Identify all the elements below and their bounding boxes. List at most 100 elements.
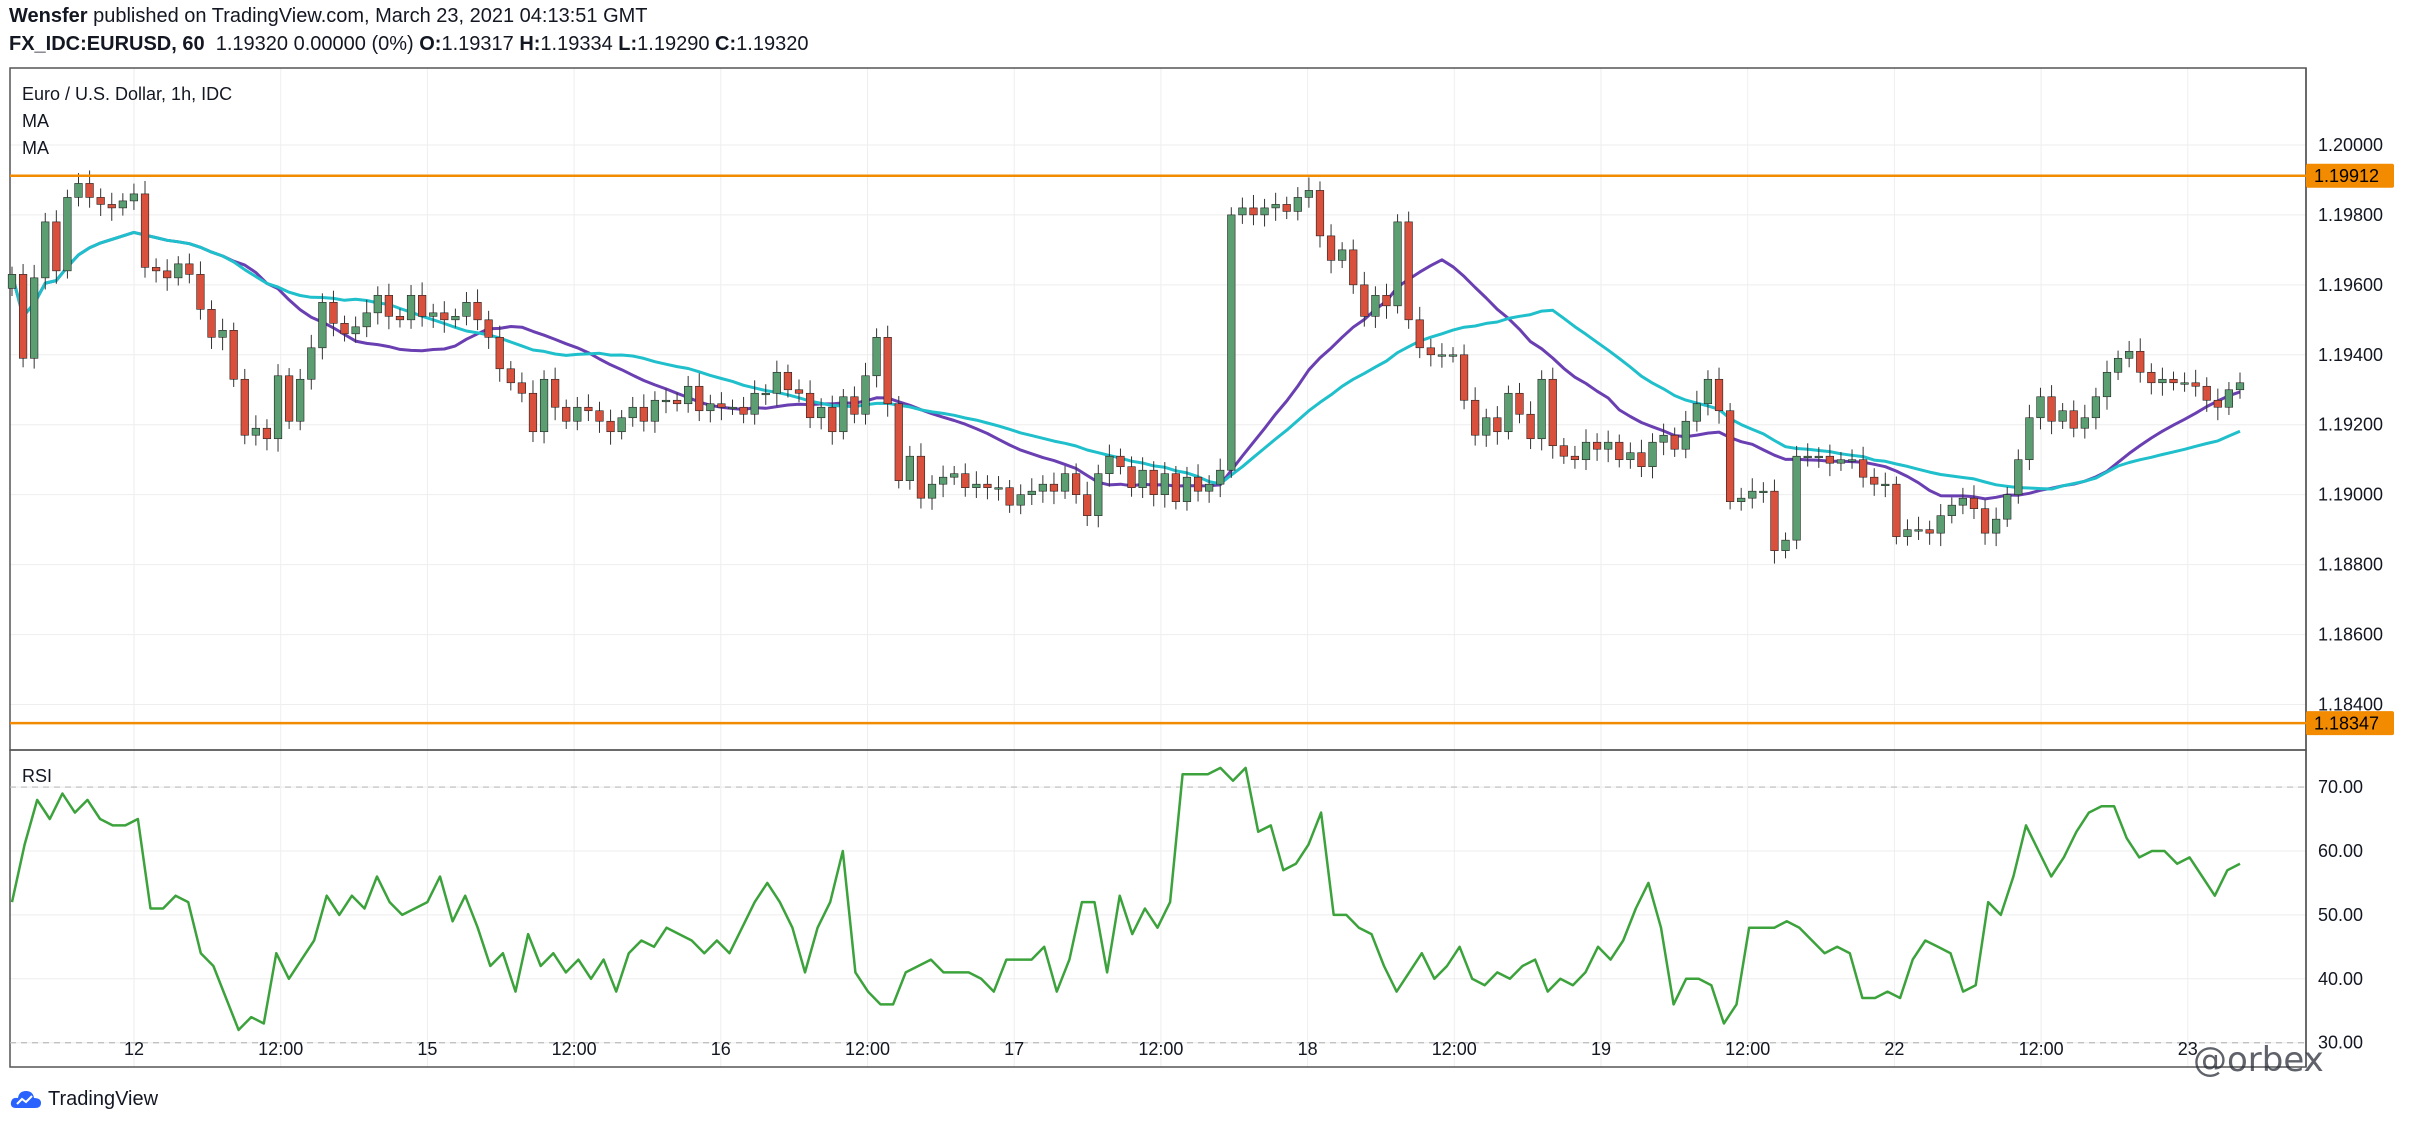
candle-body [1227, 214, 1236, 471]
time-tick-label: 12:00 [1138, 1039, 1183, 1059]
candle [395, 308, 405, 328]
candle-body [939, 476, 948, 485]
candle [229, 322, 238, 387]
price-axis-ticks: 1.20000 1.19800 1.19600 1.19400 1.19200 1.190… [2318, 135, 2383, 715]
candle [1670, 427, 1679, 457]
candle-body [1382, 295, 1391, 307]
candle-body [262, 427, 272, 440]
candle [41, 212, 50, 290]
candle-body [2069, 410, 2078, 429]
candle-body [872, 337, 881, 377]
candle-body [240, 378, 249, 436]
candle-body [1249, 207, 1258, 216]
rsi-tick-label: 40.00 [2318, 969, 2363, 989]
candle-body [118, 200, 127, 209]
candle-body [462, 302, 471, 317]
candle [506, 361, 515, 391]
candle [329, 290, 338, 337]
candle-body [63, 197, 72, 272]
rsi-line-group [10, 766, 2241, 1032]
candle [1969, 485, 1979, 519]
candle [1393, 214, 1402, 314]
candle-body [1094, 473, 1103, 516]
grid-lines [10, 68, 2306, 1067]
rsi-guides [10, 786, 2306, 1044]
candle [52, 210, 61, 284]
candle-body [2058, 410, 2067, 422]
horizontal-levels[interactable]: 1.19912 1.18347 [10, 163, 2394, 736]
candle-body [650, 399, 660, 422]
candle-body [1537, 378, 1546, 440]
candle [939, 465, 948, 498]
candle [30, 264, 39, 369]
candle-body [2047, 396, 2056, 422]
high-label: H: [519, 33, 541, 55]
tradingview-logo[interactable]: TradingView [10, 1086, 158, 1112]
candles [7, 170, 2245, 564]
candle [1349, 239, 1358, 294]
candle [1559, 438, 1568, 464]
candle-body [684, 385, 693, 405]
candle [1548, 367, 1557, 459]
candle-body [340, 323, 349, 335]
candle [107, 192, 116, 221]
candle [1249, 194, 1258, 226]
candle [1060, 466, 1070, 499]
candle-body [1870, 476, 1879, 485]
candle [340, 315, 349, 342]
candle [1205, 475, 1214, 503]
candle [1925, 520, 1934, 545]
candle-body [373, 295, 382, 314]
candle [1914, 516, 1923, 540]
candle [2003, 486, 2012, 527]
candle [628, 396, 637, 427]
candle [1493, 406, 1502, 445]
candle-body [1293, 197, 1302, 212]
candle [307, 334, 316, 390]
candle-body [1016, 494, 1025, 506]
candle-body [1526, 413, 1535, 440]
candle [151, 258, 161, 283]
candle-body [2180, 382, 2189, 385]
candle [318, 293, 327, 360]
candle [2102, 360, 2112, 410]
candle [262, 419, 272, 451]
candle-body [1825, 455, 1834, 464]
candle [273, 364, 283, 452]
candle [1437, 343, 1447, 368]
candle-body [1315, 190, 1325, 237]
candle-body [1748, 490, 1757, 499]
candle-body [1570, 455, 1580, 461]
candle [961, 463, 970, 497]
candle-body [972, 483, 981, 488]
author-name[interactable]: Wensfer [9, 5, 88, 27]
candle-body [1925, 529, 1934, 534]
candle-body [961, 473, 970, 488]
candle-body [783, 371, 793, 391]
candle-body [251, 427, 260, 436]
time-tick-label: 18 [1298, 1039, 1318, 1059]
candle-body [639, 406, 648, 422]
candle [916, 443, 926, 509]
candle-body [174, 263, 183, 279]
high-value: 1.19334 [540, 33, 613, 55]
candle [1182, 466, 1192, 511]
candle [1193, 464, 1203, 502]
rsi-line [10, 766, 2241, 1032]
candle-body [418, 295, 427, 317]
candle [1681, 410, 1690, 459]
candle [96, 188, 105, 217]
rsi-legend: RSI [22, 766, 52, 786]
candle [584, 394, 593, 422]
candle [2058, 403, 2067, 429]
candle-body [1371, 295, 1380, 317]
candle [1592, 433, 1602, 461]
ma-legend-1: MA [22, 111, 49, 131]
candle [1426, 338, 1435, 367]
candle [1049, 472, 1059, 505]
candle-body [2091, 396, 2101, 419]
candle-body [85, 183, 94, 198]
candle [1227, 207, 1236, 478]
candle-body [107, 204, 116, 209]
